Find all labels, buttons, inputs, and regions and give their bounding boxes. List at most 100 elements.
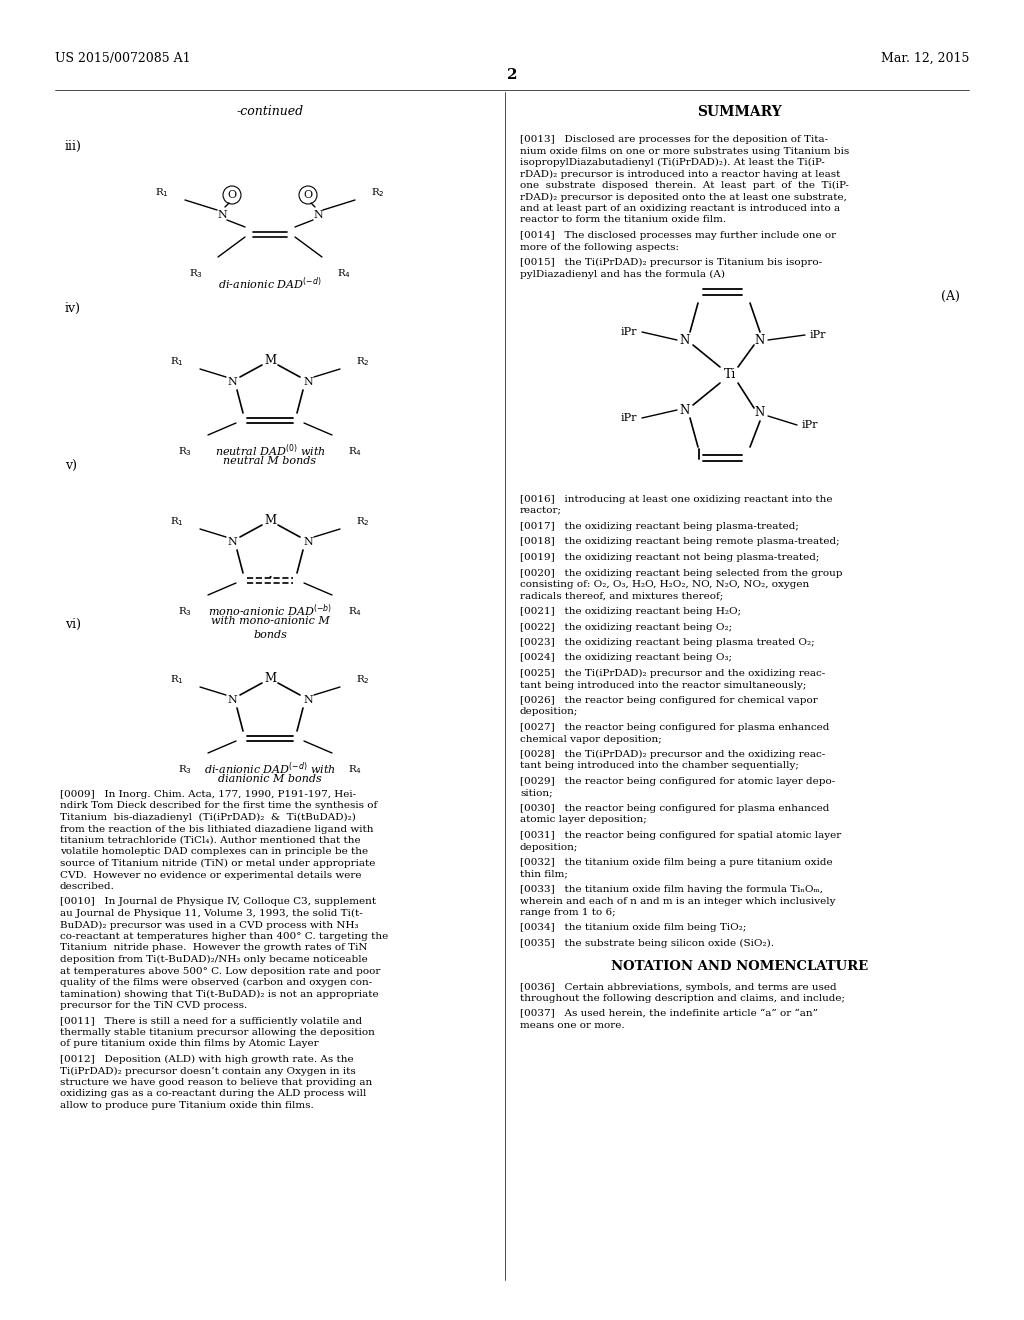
Text: tant being introduced into the reactor simultaneously;: tant being introduced into the reactor s…	[520, 681, 806, 689]
Text: vi): vi)	[65, 618, 81, 631]
Text: iPr: iPr	[621, 413, 637, 422]
Text: [0026]   the reactor being configured for chemical vapor: [0026] the reactor being configured for …	[520, 696, 818, 705]
Text: R$_4$: R$_4$	[348, 763, 362, 776]
Text: [0025]   the Ti(iPrDAD)₂ precursor and the oxidizing reac-: [0025] the Ti(iPrDAD)₂ precursor and the…	[520, 669, 825, 678]
Text: wherein and each of n and m is an integer which inclusively: wherein and each of n and m is an intege…	[520, 896, 836, 906]
Text: iii): iii)	[65, 140, 82, 153]
Text: mono-anionic DAD$^{(-b)}$: mono-anionic DAD$^{(-b)}$	[208, 602, 332, 619]
Text: of pure titanium oxide thin films by Atomic Layer: of pure titanium oxide thin films by Ato…	[60, 1040, 318, 1048]
Text: BuDAD)₂ precursor was used in a CVD process with NH₃: BuDAD)₂ precursor was used in a CVD proc…	[60, 920, 358, 929]
Text: R$_3$: R$_3$	[178, 445, 193, 458]
Text: Titanium  bis-diazadienyl  (Ti(iPrDAD)₂  &  Ti(tBuDAD)₂): Titanium bis-diazadienyl (Ti(iPrDAD)₂ & …	[60, 813, 356, 822]
Text: radicals thereof, and mixtures thereof;: radicals thereof, and mixtures thereof;	[520, 591, 723, 601]
Text: sition;: sition;	[520, 788, 553, 797]
Text: [0012]   Deposition (ALD) with high growth rate. As the: [0012] Deposition (ALD) with high growth…	[60, 1055, 353, 1064]
Text: v): v)	[65, 459, 77, 473]
Text: with mono-anionic M: with mono-anionic M	[211, 616, 330, 626]
Text: R$_4$: R$_4$	[348, 605, 362, 618]
Text: deposition;: deposition;	[520, 708, 579, 717]
Text: N: N	[313, 210, 323, 220]
Text: R$_1$: R$_1$	[170, 516, 184, 528]
Text: R$_1$: R$_1$	[170, 673, 184, 686]
Text: deposition;: deposition;	[520, 842, 579, 851]
Text: iv): iv)	[65, 302, 81, 315]
Text: isopropylDiazabutadienyl (Ti(iPrDAD)₂). At least the Ti(iP-: isopropylDiazabutadienyl (Ti(iPrDAD)₂). …	[520, 158, 824, 168]
Text: iPr: iPr	[810, 330, 826, 341]
Text: bonds: bonds	[253, 630, 287, 640]
Text: [0016]   introducing at least one oxidizing reactant into the: [0016] introducing at least one oxidizin…	[520, 495, 833, 504]
Text: rDAD)₂ precursor is introduced into a reactor having at least: rDAD)₂ precursor is introduced into a re…	[520, 169, 841, 178]
Text: di-anionic DAD$^{(-d)}$: di-anionic DAD$^{(-d)}$	[218, 275, 322, 292]
Text: [0021]   the oxidizing reactant being H₂O;: [0021] the oxidizing reactant being H₂O;	[520, 607, 741, 616]
Text: source of Titanium nitride (TiN) or metal under appropriate: source of Titanium nitride (TiN) or meta…	[60, 859, 376, 869]
Text: iPr: iPr	[802, 420, 818, 430]
Text: [0032]   the titanium oxide film being a pure titanium oxide: [0032] the titanium oxide film being a p…	[520, 858, 833, 867]
Text: chemical vapor deposition;: chemical vapor deposition;	[520, 734, 662, 743]
Text: precursor for the TiN CVD process.: precursor for the TiN CVD process.	[60, 1001, 247, 1010]
Text: O: O	[303, 190, 312, 201]
Text: R$_3$: R$_3$	[178, 605, 193, 618]
Text: [0028]   the Ti(iPrDAD)₂ precursor and the oxidizing reac-: [0028] the Ti(iPrDAD)₂ precursor and the…	[520, 750, 825, 759]
Text: N: N	[303, 378, 313, 387]
Text: [0034]   the titanium oxide film being TiO₂;: [0034] the titanium oxide film being TiO…	[520, 924, 746, 932]
Text: R$_1$: R$_1$	[155, 186, 169, 199]
Text: N: N	[217, 210, 227, 220]
Text: [0022]   the oxidizing reactant being O₂;: [0022] the oxidizing reactant being O₂;	[520, 623, 732, 631]
Text: iPr: iPr	[621, 327, 637, 337]
Text: described.: described.	[60, 882, 115, 891]
Text: volatile homoleptic DAD complexes can in principle be the: volatile homoleptic DAD complexes can in…	[60, 847, 368, 857]
Text: N: N	[755, 334, 765, 346]
Text: O: O	[227, 190, 237, 201]
Text: M: M	[264, 513, 276, 527]
Text: [0010]   In Journal de Physique IV, Colloque C3, supplement: [0010] In Journal de Physique IV, Colloq…	[60, 898, 376, 907]
Text: N: N	[303, 696, 313, 705]
Text: [0035]   the substrate being silicon oxide (SiO₂).: [0035] the substrate being silicon oxide…	[520, 939, 774, 948]
Text: di-anionic DAD$^{(-d)}$ with: di-anionic DAD$^{(-d)}$ with	[204, 760, 336, 776]
Text: [0036]   Certain abbreviations, symbols, and terms are used: [0036] Certain abbreviations, symbols, a…	[520, 982, 837, 991]
Text: 2: 2	[507, 69, 517, 82]
Text: at temperatures above 500° C. Low deposition rate and poor: at temperatures above 500° C. Low deposi…	[60, 966, 380, 975]
Text: means one or more.: means one or more.	[520, 1020, 625, 1030]
Text: [0009]   In Inorg. Chim. Acta, 177, 1990, P191-197, Hei-: [0009] In Inorg. Chim. Acta, 177, 1990, …	[60, 789, 356, 799]
Text: Ti(iPrDAD)₂ precursor doesn’t contain any Oxygen in its: Ti(iPrDAD)₂ precursor doesn’t contain an…	[60, 1067, 355, 1076]
Text: [0020]   the oxidizing reactant being selected from the group: [0020] the oxidizing reactant being sele…	[520, 569, 843, 578]
Text: N: N	[303, 537, 313, 546]
Text: from the reaction of the bis lithiated diazadiene ligand with: from the reaction of the bis lithiated d…	[60, 825, 374, 833]
Text: [0024]   the oxidizing reactant being O₃;: [0024] the oxidizing reactant being O₃;	[520, 653, 732, 663]
Text: R$_2$: R$_2$	[356, 516, 370, 528]
Text: neutral M bonds: neutral M bonds	[223, 455, 316, 466]
Text: co-reactant at temperatures higher than 400° C. targeting the: co-reactant at temperatures higher than …	[60, 932, 388, 941]
Text: [0019]   the oxidizing reactant not being plasma-treated;: [0019] the oxidizing reactant not being …	[520, 553, 819, 562]
Text: range from 1 to 6;: range from 1 to 6;	[520, 908, 615, 917]
Text: nium oxide films on one or more substrates using Titanium bis: nium oxide films on one or more substrat…	[520, 147, 849, 156]
Text: M: M	[264, 354, 276, 367]
Text: N: N	[227, 537, 237, 546]
Text: [0013]   Disclosed are processes for the deposition of Tita-: [0013] Disclosed are processes for the d…	[520, 135, 828, 144]
Text: more of the following aspects:: more of the following aspects:	[520, 243, 679, 252]
Text: [0011]   There is still a need for a sufficiently volatile and: [0011] There is still a need for a suffi…	[60, 1016, 362, 1026]
Text: thin film;: thin film;	[520, 870, 568, 879]
Text: [0027]   the reactor being configured for plasma enhanced: [0027] the reactor being configured for …	[520, 723, 829, 733]
Text: reactor;: reactor;	[520, 507, 562, 516]
Text: pylDiazadienyl and has the formula (A): pylDiazadienyl and has the formula (A)	[520, 269, 725, 279]
Text: rDAD)₂ precursor is deposited onto the at least one substrate,: rDAD)₂ precursor is deposited onto the a…	[520, 193, 847, 202]
Text: [0023]   the oxidizing reactant being plasma treated O₂;: [0023] the oxidizing reactant being plas…	[520, 638, 815, 647]
Text: Ti: Ti	[724, 368, 736, 381]
Text: N: N	[680, 334, 690, 346]
Text: R$_2$: R$_2$	[371, 186, 385, 199]
Text: structure we have good reason to believe that providing an: structure we have good reason to believe…	[60, 1078, 373, 1086]
Text: [0031]   the reactor being configured for spatial atomic layer: [0031] the reactor being configured for …	[520, 832, 842, 840]
Text: neutral DAD$^{(0)}$ with: neutral DAD$^{(0)}$ with	[214, 442, 326, 458]
Text: one  substrate  disposed  therein.  At  least  part  of  the  Ti(iP-: one substrate disposed therein. At least…	[520, 181, 849, 190]
Text: throughout the following description and claims, and include;: throughout the following description and…	[520, 994, 845, 1003]
Text: R$_2$: R$_2$	[356, 355, 370, 368]
Text: deposition from Ti(t-BuDAD)₂/NH₃ only became noticeable: deposition from Ti(t-BuDAD)₂/NH₃ only be…	[60, 954, 368, 964]
Text: (A): (A)	[941, 290, 961, 304]
Text: [0029]   the reactor being configured for atomic layer depo-: [0029] the reactor being configured for …	[520, 777, 836, 785]
Text: reactor to form the titanium oxide film.: reactor to form the titanium oxide film.	[520, 215, 726, 224]
Text: R$_4$: R$_4$	[337, 267, 351, 280]
Text: N: N	[227, 378, 237, 387]
Text: N: N	[680, 404, 690, 417]
Text: ndirk Tom Dieck described for the first time the synthesis of: ndirk Tom Dieck described for the first …	[60, 801, 377, 810]
Text: R$_4$: R$_4$	[348, 445, 362, 458]
